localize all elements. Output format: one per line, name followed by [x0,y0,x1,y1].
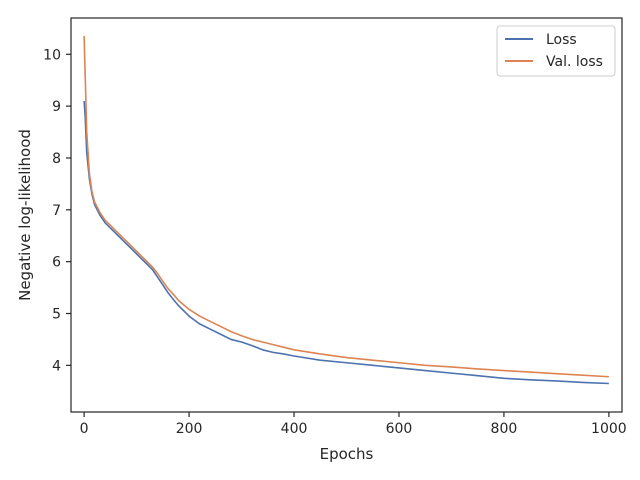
y-tick-label: 5 [52,307,61,323]
y-tick-label: 7 [52,203,61,219]
y-tick-label: 6 [52,255,61,271]
y-tick-label: 10 [43,47,61,63]
series-line-loss [83,100,609,385]
x-axis-title: Epochs [320,445,374,463]
legend: Loss Val. loss [496,25,616,77]
x-axis: 0 200 400 600 800 1000 [80,412,627,437]
legend-entry-label: Val. loss [546,54,603,70]
x-tick-label: 1000 [591,421,627,437]
plot-background [71,18,622,412]
series-layer [83,36,609,385]
y-axis-title: Negative log-likelihood [16,129,34,301]
x-tick-label: 400 [281,421,308,437]
x-tick-label: 800 [491,421,518,437]
y-tick-label: 9 [52,99,61,115]
plot-frame [70,17,623,413]
y-tick-label: 4 [52,358,61,374]
series-line-val-loss [83,36,609,378]
y-tick-label: 8 [52,151,61,167]
legend-entry-label: Loss [546,32,577,48]
x-tick-label: 0 [80,421,89,437]
y-axis: 4 5 6 7 8 9 10 [43,47,71,374]
x-tick-label: 200 [176,421,203,437]
x-tick-label: 600 [386,421,413,437]
